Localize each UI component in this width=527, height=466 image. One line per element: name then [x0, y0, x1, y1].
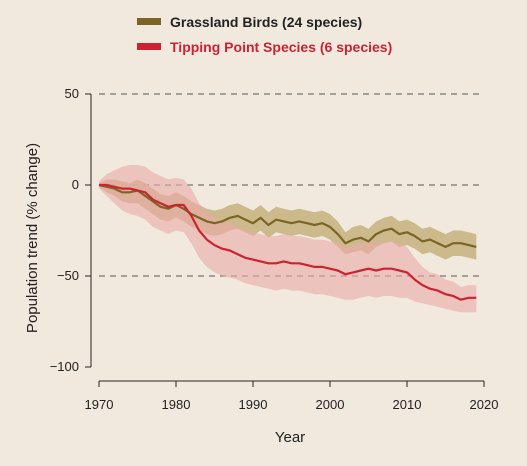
x-tick-label: 1990 [239, 397, 268, 412]
confidence-bands [99, 165, 477, 313]
y-tick-label: 50 [65, 86, 79, 101]
x-axis-ticks: 1970 1980 1990 2000 2010 2020 [85, 381, 499, 412]
x-tick-label: 2000 [316, 397, 345, 412]
y-axis-ticks: 50 0 −50 −100 [50, 86, 91, 374]
x-tick-label: 2010 [393, 397, 422, 412]
axes [90, 94, 484, 382]
series-line-grassland [98, 183, 477, 248]
band-tipping-point [99, 165, 477, 313]
legend: Grassland Birds (24 species) Tipping Poi… [137, 14, 392, 55]
y-axis-title: Population trend (% change) [24, 143, 41, 333]
band-grassland [99, 179, 477, 260]
legend-label-grassland: Grassland Birds (24 species) [170, 14, 362, 30]
x-tick-label: 2020 [470, 397, 499, 412]
x-tick-label: 1970 [85, 397, 114, 412]
x-tick-label: 1980 [162, 397, 191, 412]
series-line-tipping-point [99, 183, 477, 301]
x-axis-title: Year [275, 429, 305, 446]
y-tick-label: −100 [50, 359, 79, 374]
legend-swatch-grassland [137, 18, 161, 25]
legend-label-tipping-point: Tipping Point Species (6 species) [170, 39, 392, 55]
series-lines [98, 183, 477, 301]
y-tick-label: −50 [57, 268, 79, 283]
y-tick-label: 0 [72, 177, 79, 192]
legend-swatch-tipping-point [137, 43, 161, 50]
